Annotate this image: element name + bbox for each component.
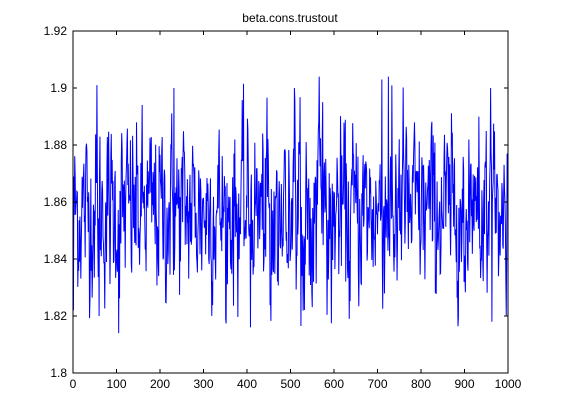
y-tick-label: 1.84: [44, 252, 68, 266]
series-layer: [73, 76, 508, 334]
y-tick-label: 1.9: [50, 81, 67, 95]
x-tick-label: 800: [411, 377, 431, 391]
ticks-layer: 0 100 200 300 400 500 600 700 800 900 1000 1.8 1.82 1…: [44, 24, 522, 391]
x-tick-label: 200: [150, 377, 170, 391]
y-tick-label: 1.86: [44, 195, 68, 209]
x-tick-label: 900: [454, 377, 474, 391]
y-tick-label: 1.88: [44, 138, 68, 152]
x-tick-label: 600: [324, 377, 344, 391]
x-tick-label: 700: [367, 377, 387, 391]
x-tick-label: 300: [193, 377, 213, 391]
x-tick-label: 1000: [495, 377, 522, 391]
y-tick-label: 1.8: [50, 366, 67, 380]
x-tick-label: 500: [280, 377, 300, 391]
y-tick-label: 1.82: [44, 309, 68, 323]
x-tick-label: 400: [237, 377, 257, 391]
x-tick-label: 100: [106, 377, 126, 391]
x-tick-label: 0: [70, 377, 77, 391]
chart-title: beta.cons.trustout: [242, 11, 338, 25]
series-line: [73, 76, 508, 334]
y-tick-label: 1.92: [44, 24, 68, 38]
